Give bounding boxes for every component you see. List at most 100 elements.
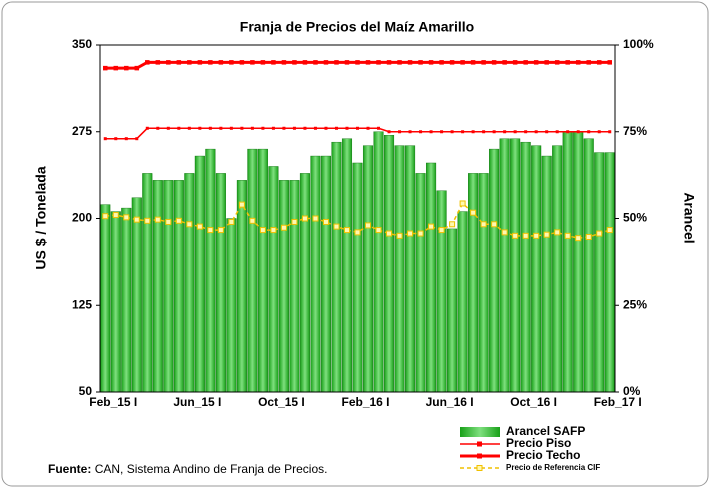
bar: [236, 180, 247, 393]
bar: [310, 155, 321, 393]
bar: [142, 173, 153, 393]
bar: [510, 138, 521, 393]
marker: [333, 223, 340, 230]
marker: [376, 60, 381, 65]
x-tick-label: Feb_16 I: [341, 395, 389, 409]
marker: [449, 221, 456, 228]
marker: [133, 216, 140, 223]
x-tick-label: Jun_15 I: [173, 395, 221, 409]
marker: [386, 60, 392, 65]
marker: [208, 126, 212, 130]
marker: [491, 60, 497, 65]
marker: [450, 130, 454, 134]
bar: [426, 162, 437, 393]
source: Fuente: CAN, Sistema Andino de Franja de…: [48, 462, 327, 476]
marker: [156, 126, 160, 130]
marker: [259, 227, 266, 234]
marker: [134, 65, 140, 71]
bar: [257, 148, 268, 393]
marker: [124, 137, 128, 141]
bar: [394, 145, 405, 393]
marker: [575, 235, 582, 242]
bar: [110, 211, 121, 393]
marker: [114, 137, 118, 141]
x-tick-label: Oct_16 I: [510, 395, 557, 409]
legend-swatch: [460, 427, 500, 437]
x-tick-label: Jun_16 I: [426, 395, 474, 409]
marker: [534, 130, 538, 134]
marker: [480, 221, 487, 228]
marker: [418, 60, 423, 65]
marker: [217, 227, 224, 234]
marker: [103, 65, 108, 71]
marker: [461, 130, 465, 134]
bar: [604, 152, 615, 393]
marker: [343, 227, 350, 234]
bar: [341, 138, 353, 393]
bar: [520, 141, 531, 393]
marker: [166, 60, 171, 65]
marker: [313, 60, 318, 65]
marker: [408, 130, 412, 134]
marker: [324, 126, 328, 130]
marker: [365, 222, 372, 229]
marker: [428, 223, 435, 230]
bar: [562, 131, 573, 393]
marker: [597, 130, 601, 134]
bar: [583, 138, 594, 393]
marker: [566, 130, 570, 134]
y-tick-label: 275: [72, 124, 92, 138]
bar: [247, 148, 258, 393]
bar: [489, 148, 500, 393]
marker: [375, 227, 382, 234]
marker: [438, 227, 445, 234]
marker: [407, 60, 413, 65]
marker: [470, 209, 477, 216]
marker: [397, 60, 402, 65]
marker: [523, 60, 528, 65]
marker: [492, 130, 496, 134]
marker: [554, 229, 561, 236]
bar: [457, 211, 468, 393]
bar: [121, 207, 132, 393]
marker: [554, 60, 560, 65]
marker: [524, 130, 528, 134]
marker: [502, 60, 507, 65]
marker: [302, 60, 308, 65]
bar: [100, 204, 111, 393]
marker: [208, 60, 213, 65]
marker: [555, 130, 559, 134]
marker: [145, 60, 150, 65]
bar: [205, 148, 216, 393]
marker: [292, 60, 297, 65]
marker: [103, 137, 107, 141]
marker: [176, 60, 182, 65]
marker: [439, 60, 444, 65]
y-tick-label: 200: [72, 211, 92, 225]
legend-marker: [476, 465, 483, 471]
marker: [482, 130, 486, 134]
marker: [396, 232, 403, 239]
marker: [334, 60, 339, 65]
marker: [377, 126, 381, 130]
bar: [352, 162, 363, 393]
marker: [271, 126, 275, 130]
marker: [355, 60, 360, 65]
marker: [228, 218, 235, 225]
marker: [533, 60, 539, 65]
marker: [240, 126, 244, 130]
y-tick-label: 50: [79, 384, 93, 398]
bar: [299, 173, 310, 393]
marker: [365, 60, 371, 65]
bar: [194, 155, 205, 393]
bar: [362, 145, 374, 393]
bar: [226, 218, 237, 393]
marker: [292, 126, 296, 130]
bar: [436, 190, 447, 393]
bar: [184, 173, 195, 393]
marker: [218, 60, 224, 65]
marker: [250, 126, 254, 130]
marker: [575, 60, 581, 65]
marker: [491, 221, 498, 228]
marker: [501, 229, 508, 236]
